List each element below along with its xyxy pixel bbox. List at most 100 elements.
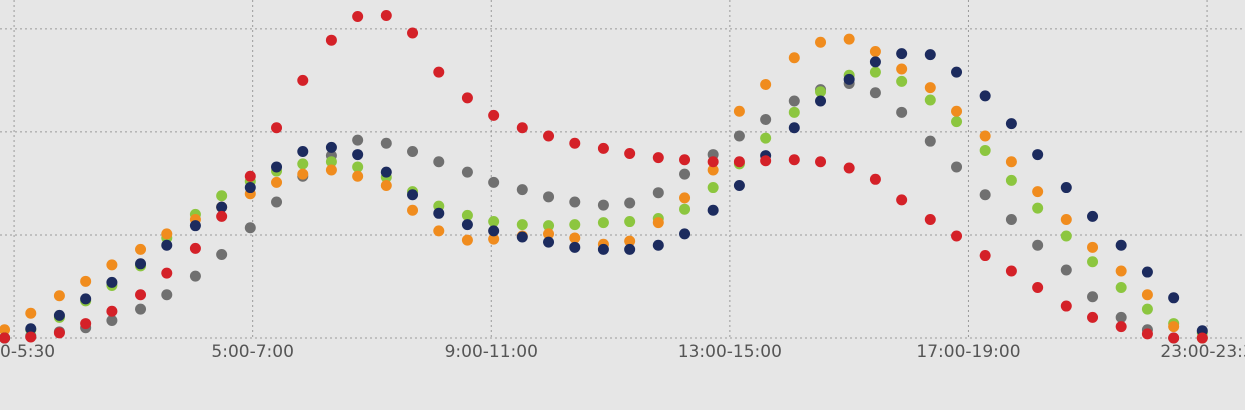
- data-point: [707, 204, 719, 216]
- data-point: [1087, 256, 1099, 268]
- data-point: [624, 243, 636, 255]
- data-point: [407, 204, 419, 216]
- data-point: [325, 34, 337, 46]
- data-point: [951, 161, 963, 173]
- data-point: [1087, 291, 1099, 303]
- data-point: [297, 158, 309, 170]
- data-point: [352, 170, 364, 182]
- data-point: [951, 105, 963, 117]
- data-point: [325, 156, 337, 168]
- data-point: [161, 267, 173, 279]
- data-point: [707, 156, 719, 168]
- data-point: [271, 122, 283, 134]
- data-point: [1196, 332, 1208, 344]
- data-point: [597, 217, 609, 229]
- data-point: [760, 114, 772, 126]
- data-point: [1115, 311, 1127, 323]
- data-point: [271, 196, 283, 208]
- data-point: [325, 141, 337, 153]
- data-point: [380, 137, 392, 149]
- data-point: [924, 49, 936, 61]
- data-point: [244, 170, 256, 182]
- x-tick-label: 13:00-15:00: [678, 342, 782, 362]
- data-point: [624, 197, 636, 209]
- data-point: [516, 122, 528, 134]
- data-point: [896, 106, 908, 118]
- data-point: [869, 87, 881, 99]
- data-point: [271, 161, 283, 173]
- data-point: [244, 222, 256, 234]
- data-point: [707, 182, 719, 194]
- data-point: [80, 318, 92, 330]
- data-point: [543, 236, 555, 248]
- data-point: [733, 156, 745, 168]
- x-tick-label: 9:00-11:00: [445, 342, 538, 362]
- data-point: [543, 130, 555, 142]
- data-point: [896, 194, 908, 206]
- data-point: [1115, 321, 1127, 333]
- data-point: [679, 168, 691, 180]
- data-point: [924, 94, 936, 106]
- data-point: [1032, 282, 1044, 294]
- x-tick-label: 23:00-23:3: [1160, 342, 1245, 362]
- data-point: [380, 9, 392, 21]
- data-point: [652, 187, 664, 199]
- data-point: [53, 309, 65, 321]
- data-point: [1141, 289, 1153, 301]
- data-point: [216, 249, 228, 261]
- data-point: [1005, 156, 1017, 168]
- data-point: [216, 201, 228, 213]
- data-point: [597, 243, 609, 255]
- data-point: [297, 74, 309, 86]
- data-point: [543, 191, 555, 203]
- data-point: [80, 275, 92, 287]
- data-point: [244, 182, 256, 194]
- data-point: [1060, 182, 1072, 194]
- data-point: [869, 56, 881, 68]
- data-point: [161, 239, 173, 251]
- data-point: [1005, 265, 1017, 277]
- data-point: [380, 166, 392, 178]
- data-point: [569, 232, 581, 244]
- data-point: [135, 258, 147, 270]
- data-point: [1032, 149, 1044, 161]
- data-point: [271, 176, 283, 188]
- data-point: [788, 154, 800, 166]
- data-point: [106, 314, 118, 326]
- data-point: [433, 207, 445, 219]
- data-point: [1032, 239, 1044, 251]
- data-point: [1168, 292, 1180, 304]
- data-point: [1115, 265, 1127, 277]
- data-point: [488, 176, 500, 188]
- data-point: [297, 168, 309, 180]
- data-point: [216, 210, 228, 222]
- data-point: [951, 66, 963, 78]
- data-point: [652, 152, 664, 164]
- data-point: [597, 142, 609, 154]
- data-point: [569, 219, 581, 231]
- data-point: [0, 332, 11, 344]
- data-point: [352, 134, 364, 146]
- data-point: [80, 293, 92, 305]
- data-point: [53, 290, 65, 302]
- data-point: [53, 327, 65, 339]
- data-point: [135, 243, 147, 255]
- data-point: [135, 289, 147, 301]
- data-point: [1032, 202, 1044, 214]
- data-point: [788, 52, 800, 64]
- data-point: [1005, 213, 1017, 225]
- data-point: [1141, 328, 1153, 340]
- data-point: [788, 95, 800, 107]
- x-tick-label: 17:00-19:00: [916, 342, 1020, 362]
- data-point: [569, 241, 581, 253]
- data-point: [924, 135, 936, 147]
- data-point: [896, 48, 908, 60]
- data-point: [707, 164, 719, 176]
- data-point: [516, 219, 528, 231]
- data-point: [652, 217, 664, 229]
- data-point: [951, 116, 963, 128]
- data-point: [869, 46, 881, 58]
- data-point: [760, 79, 772, 90]
- data-point: [679, 203, 691, 215]
